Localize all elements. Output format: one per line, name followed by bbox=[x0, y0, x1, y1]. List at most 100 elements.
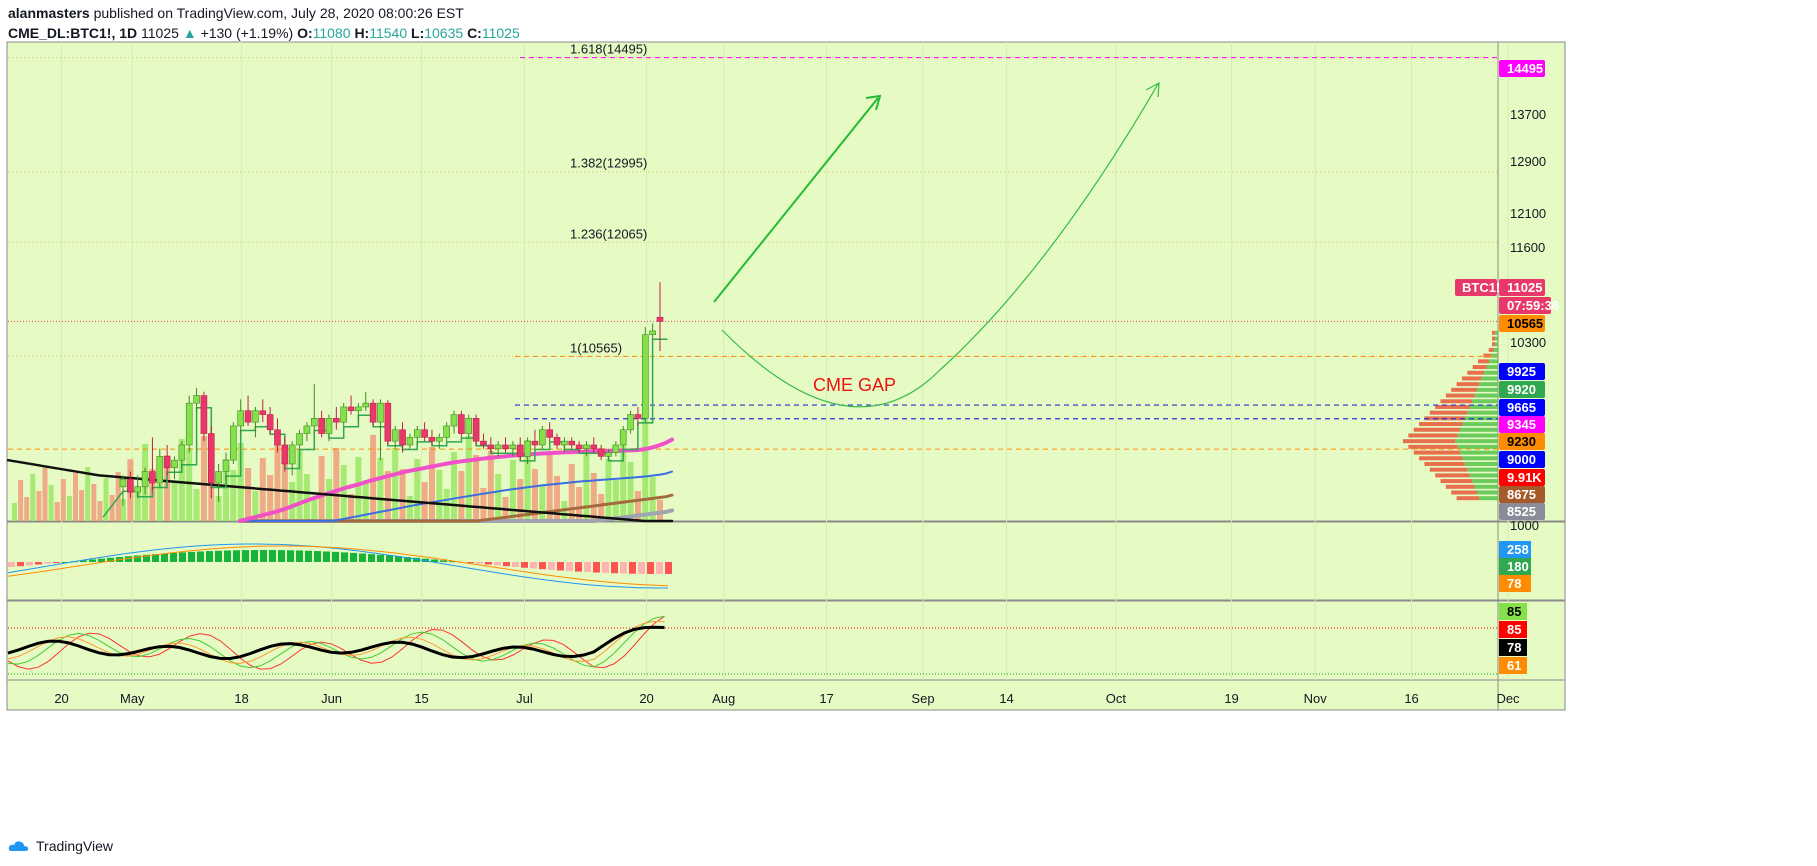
macd-histogram-bar bbox=[251, 550, 258, 562]
volume-profile-bar bbox=[1451, 387, 1477, 392]
candle-body bbox=[141, 471, 149, 488]
fib-level-label: 1(10565) bbox=[570, 340, 622, 355]
time-tick-label: Jun bbox=[321, 691, 342, 706]
candle-body bbox=[590, 444, 598, 450]
candle-body bbox=[583, 444, 590, 450]
macd-histogram-bar bbox=[557, 562, 564, 571]
volume-profile-bar bbox=[1457, 433, 1498, 438]
main-pane-background[interactable] bbox=[6, 41, 1566, 522]
candle-body bbox=[531, 440, 539, 446]
price-axis[interactable]: 13700 12900 12100 11600 10300 1000 bbox=[1510, 107, 1546, 533]
macd-histogram-bar bbox=[386, 555, 393, 562]
volume-profile-bar bbox=[1462, 456, 1498, 461]
candle-body bbox=[509, 444, 517, 450]
macd-histogram-bar bbox=[359, 553, 366, 562]
macd-histogram-bar bbox=[494, 562, 501, 566]
price-tag-text: 11025 bbox=[1507, 280, 1542, 295]
volume-bar bbox=[200, 436, 207, 521]
candle-body bbox=[568, 440, 576, 446]
macd-tag-text: 258 bbox=[1507, 542, 1529, 557]
candle-body bbox=[230, 425, 237, 461]
candle-body bbox=[421, 429, 428, 438]
candle-body bbox=[634, 414, 642, 419]
macd-histogram-bar bbox=[368, 554, 375, 562]
price-tag-text: 8675 bbox=[1507, 487, 1536, 502]
macd-histogram-bar bbox=[467, 562, 474, 563]
footer-brand[interactable]: TradingView bbox=[36, 838, 114, 854]
volume-bar bbox=[642, 412, 649, 521]
volume-profile-bar bbox=[1445, 393, 1475, 398]
volume-profile bbox=[1403, 330, 1498, 501]
volume-profile-bar bbox=[1492, 336, 1496, 341]
time-axis[interactable]: 20 May 18 Jun 15 Jul 20 Aug 17 Sep 14 Oct 19 Nov 16 Dec bbox=[54, 691, 1520, 706]
price-tick-label: 1000 bbox=[1510, 518, 1539, 533]
volume-bar bbox=[318, 456, 325, 521]
volume-bar bbox=[60, 479, 66, 521]
macd-histogram-bar bbox=[26, 562, 33, 566]
macd-histogram-bar bbox=[197, 551, 204, 562]
stoch-d-line bbox=[7, 615, 665, 669]
volume-bar bbox=[178, 439, 185, 521]
volume-bar bbox=[274, 438, 281, 521]
macd-tag-text: 180 bbox=[1507, 559, 1529, 574]
candle-body bbox=[178, 444, 186, 461]
time-tick-label: Jul bbox=[516, 691, 533, 706]
price-tag-box bbox=[1499, 503, 1545, 520]
price-tag-text: 8525 bbox=[1507, 504, 1536, 519]
price-tag-box bbox=[1499, 381, 1545, 398]
macd-histogram-bar bbox=[575, 562, 582, 572]
publish-line: alanmasters published on TradingView.com… bbox=[8, 5, 464, 21]
u-curve-arrow-head bbox=[1145, 81, 1160, 98]
level-lines: 1.618(14495) 1.382(12995) 1.236(12065) 1(10… bbox=[8, 42, 1498, 450]
macd-histogram-bar bbox=[647, 562, 654, 574]
price-tag-text: 9230 bbox=[1507, 434, 1536, 449]
macd-histogram-bar bbox=[539, 562, 546, 570]
stoch-tag-text: 85 bbox=[1507, 622, 1521, 637]
price-tag-box bbox=[1499, 60, 1545, 77]
volume-profile-bar bbox=[1408, 433, 1458, 438]
macd-histogram-bar bbox=[80, 560, 87, 562]
volume-bar bbox=[495, 474, 502, 521]
volume-profile-bar bbox=[1429, 467, 1468, 472]
volume-profile-bar bbox=[1472, 399, 1498, 404]
macd-pane-background[interactable] bbox=[6, 521, 1566, 601]
volume-bar bbox=[186, 448, 193, 521]
volume-profile-bar bbox=[1495, 330, 1498, 335]
candle-body bbox=[134, 486, 142, 493]
volume-profile-bar bbox=[1403, 439, 1456, 444]
macd-histogram-bar bbox=[341, 552, 348, 562]
close-label: C: bbox=[467, 25, 482, 41]
volume-profile-bar bbox=[1479, 382, 1498, 387]
volume-profile-bar bbox=[1408, 444, 1458, 449]
candle-body bbox=[171, 459, 178, 469]
volume-profile-bar bbox=[1451, 490, 1477, 495]
symbol-tag-text: BTC1! bbox=[1462, 280, 1500, 295]
volume-profile-bar bbox=[1467, 467, 1498, 472]
candle-body bbox=[406, 437, 414, 446]
macd-histogram-bar bbox=[134, 555, 141, 562]
volume-profile-bar bbox=[1493, 347, 1498, 352]
price-tag-text: 9345 bbox=[1507, 417, 1536, 432]
macd-histogram-bar bbox=[620, 562, 627, 574]
candle-body bbox=[207, 433, 215, 484]
macd-histogram-bar bbox=[188, 551, 195, 562]
footer: TradingView bbox=[8, 838, 113, 854]
cme-gap-annotation: CME GAP bbox=[813, 375, 896, 395]
volume-bar bbox=[156, 484, 163, 521]
candle-body bbox=[450, 414, 458, 427]
volume-bar bbox=[296, 449, 303, 521]
price-tick-label: 10300 bbox=[1510, 335, 1546, 350]
volume-profile-bar bbox=[1467, 410, 1498, 415]
macd-indicator bbox=[7, 543, 672, 589]
author-name[interactable]: alanmasters bbox=[8, 5, 90, 21]
candle-body bbox=[347, 406, 355, 412]
volume-profile-bar bbox=[1440, 399, 1473, 404]
price-tags: 14495 11025 BTC1! 07:59:36 10565 9925 9920 9665… bbox=[1455, 60, 1559, 674]
macd-line bbox=[7, 543, 668, 589]
volume-bar bbox=[73, 473, 78, 521]
volume-profile-bar bbox=[1478, 359, 1489, 364]
price-tag-box bbox=[1499, 315, 1545, 332]
stoch-pane-background[interactable] bbox=[6, 600, 1566, 681]
volume-bar bbox=[24, 497, 30, 521]
